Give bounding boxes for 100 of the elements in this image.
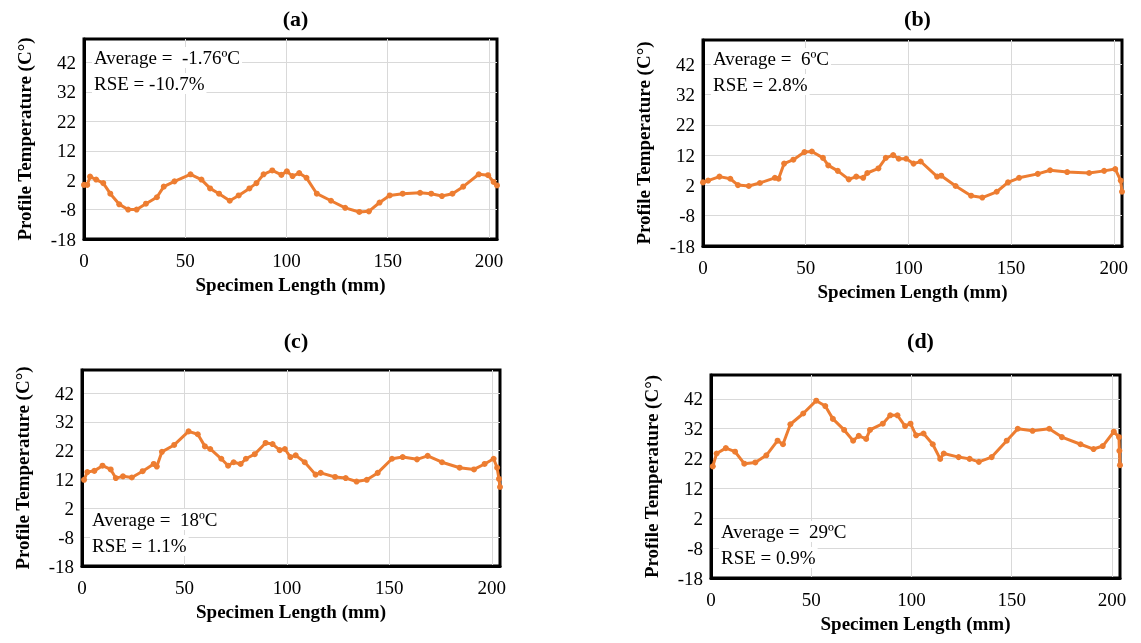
point [332, 473, 339, 480]
y-tick-label: -18 [669, 235, 695, 257]
point [1047, 167, 1054, 174]
point [100, 180, 107, 187]
point [937, 455, 944, 462]
point [845, 176, 852, 183]
point [1077, 441, 1084, 448]
point [902, 423, 909, 430]
point [376, 199, 383, 206]
annotation: Average = 18ºC [92, 509, 218, 530]
point [1034, 170, 1041, 177]
point [890, 152, 897, 159]
y-tick-label: -8 [60, 199, 76, 221]
x-tick-label: 0 [79, 250, 89, 271]
annotation: RSE = -10.7% [94, 73, 205, 94]
point [1046, 425, 1053, 432]
point [734, 182, 741, 189]
x-axis-title: Specimen Length (mm) [817, 281, 1008, 303]
y-axis-title: Profile Temperature (C°) [633, 41, 655, 245]
point [1119, 188, 1125, 195]
point [1064, 169, 1071, 176]
y-tick-label: 32 [55, 411, 74, 433]
point [328, 197, 334, 204]
point [938, 172, 945, 179]
point [966, 455, 973, 462]
y-axis-title: Profile Temperature (C°) [12, 366, 34, 570]
point [260, 171, 267, 178]
chart-title: (d) [907, 327, 934, 353]
point [313, 190, 320, 197]
point [91, 467, 98, 474]
point [317, 469, 324, 476]
point [819, 154, 826, 161]
point [303, 174, 310, 181]
y-tick-label: -18 [677, 567, 703, 589]
point [153, 194, 160, 201]
point [93, 176, 100, 183]
point [779, 441, 786, 448]
point [910, 160, 917, 167]
point [741, 460, 748, 467]
annotation: Average = -1.76ºC [94, 47, 241, 68]
point [745, 183, 752, 190]
x-tick-label: 100 [894, 257, 923, 278]
point [841, 426, 848, 433]
point [160, 183, 167, 190]
y-tick-label: 22 [57, 110, 76, 132]
point [497, 484, 503, 491]
point [955, 454, 962, 461]
point [709, 463, 716, 470]
point [283, 168, 290, 175]
point [834, 167, 841, 174]
y-tick-label: 22 [55, 440, 74, 462]
point [705, 177, 712, 184]
x-tick-label: 100 [272, 577, 302, 598]
point [732, 448, 739, 455]
x-tick-label: 150 [997, 589, 1026, 610]
point [389, 455, 396, 462]
point [855, 432, 862, 439]
point [251, 451, 258, 458]
point [822, 403, 829, 410]
point [414, 456, 421, 463]
point [449, 190, 456, 197]
point [700, 179, 706, 186]
point [158, 448, 165, 455]
point [1101, 167, 1108, 174]
y-tick-label: -8 [679, 205, 695, 227]
point [860, 174, 867, 181]
y-tick-label: 2 [64, 497, 74, 519]
point [864, 169, 871, 176]
y-tick-label: 2 [66, 169, 76, 191]
point [399, 454, 406, 461]
point [863, 435, 870, 442]
point [1014, 425, 1021, 432]
x-tick-label: 200 [1097, 589, 1127, 610]
point [470, 466, 477, 473]
chart-title: (b) [904, 5, 931, 31]
point [853, 173, 860, 180]
point [107, 190, 114, 197]
point [1116, 434, 1122, 441]
x-tick-label: 50 [796, 257, 816, 278]
point [1016, 174, 1023, 181]
point [119, 473, 126, 480]
point [763, 452, 770, 459]
y-axis-title: Profile Temperature (C°) [641, 374, 663, 579]
y-axis-title: Profile Temperature (C°) [14, 37, 36, 241]
y-tick-label: 32 [57, 81, 76, 103]
point [374, 469, 381, 476]
point [84, 469, 91, 476]
point [1112, 166, 1119, 173]
y-tick-label: 42 [676, 53, 695, 75]
point [87, 173, 94, 180]
point [727, 175, 734, 182]
y-tick-label: 32 [684, 418, 703, 440]
y-tick-label: 12 [55, 469, 74, 491]
point [485, 172, 492, 179]
y-tick-label: -18 [48, 555, 74, 577]
point [225, 462, 232, 469]
chart-title: (c) [283, 327, 309, 353]
point [292, 452, 299, 459]
y-tick-label: 2 [685, 174, 695, 196]
point [276, 447, 283, 454]
